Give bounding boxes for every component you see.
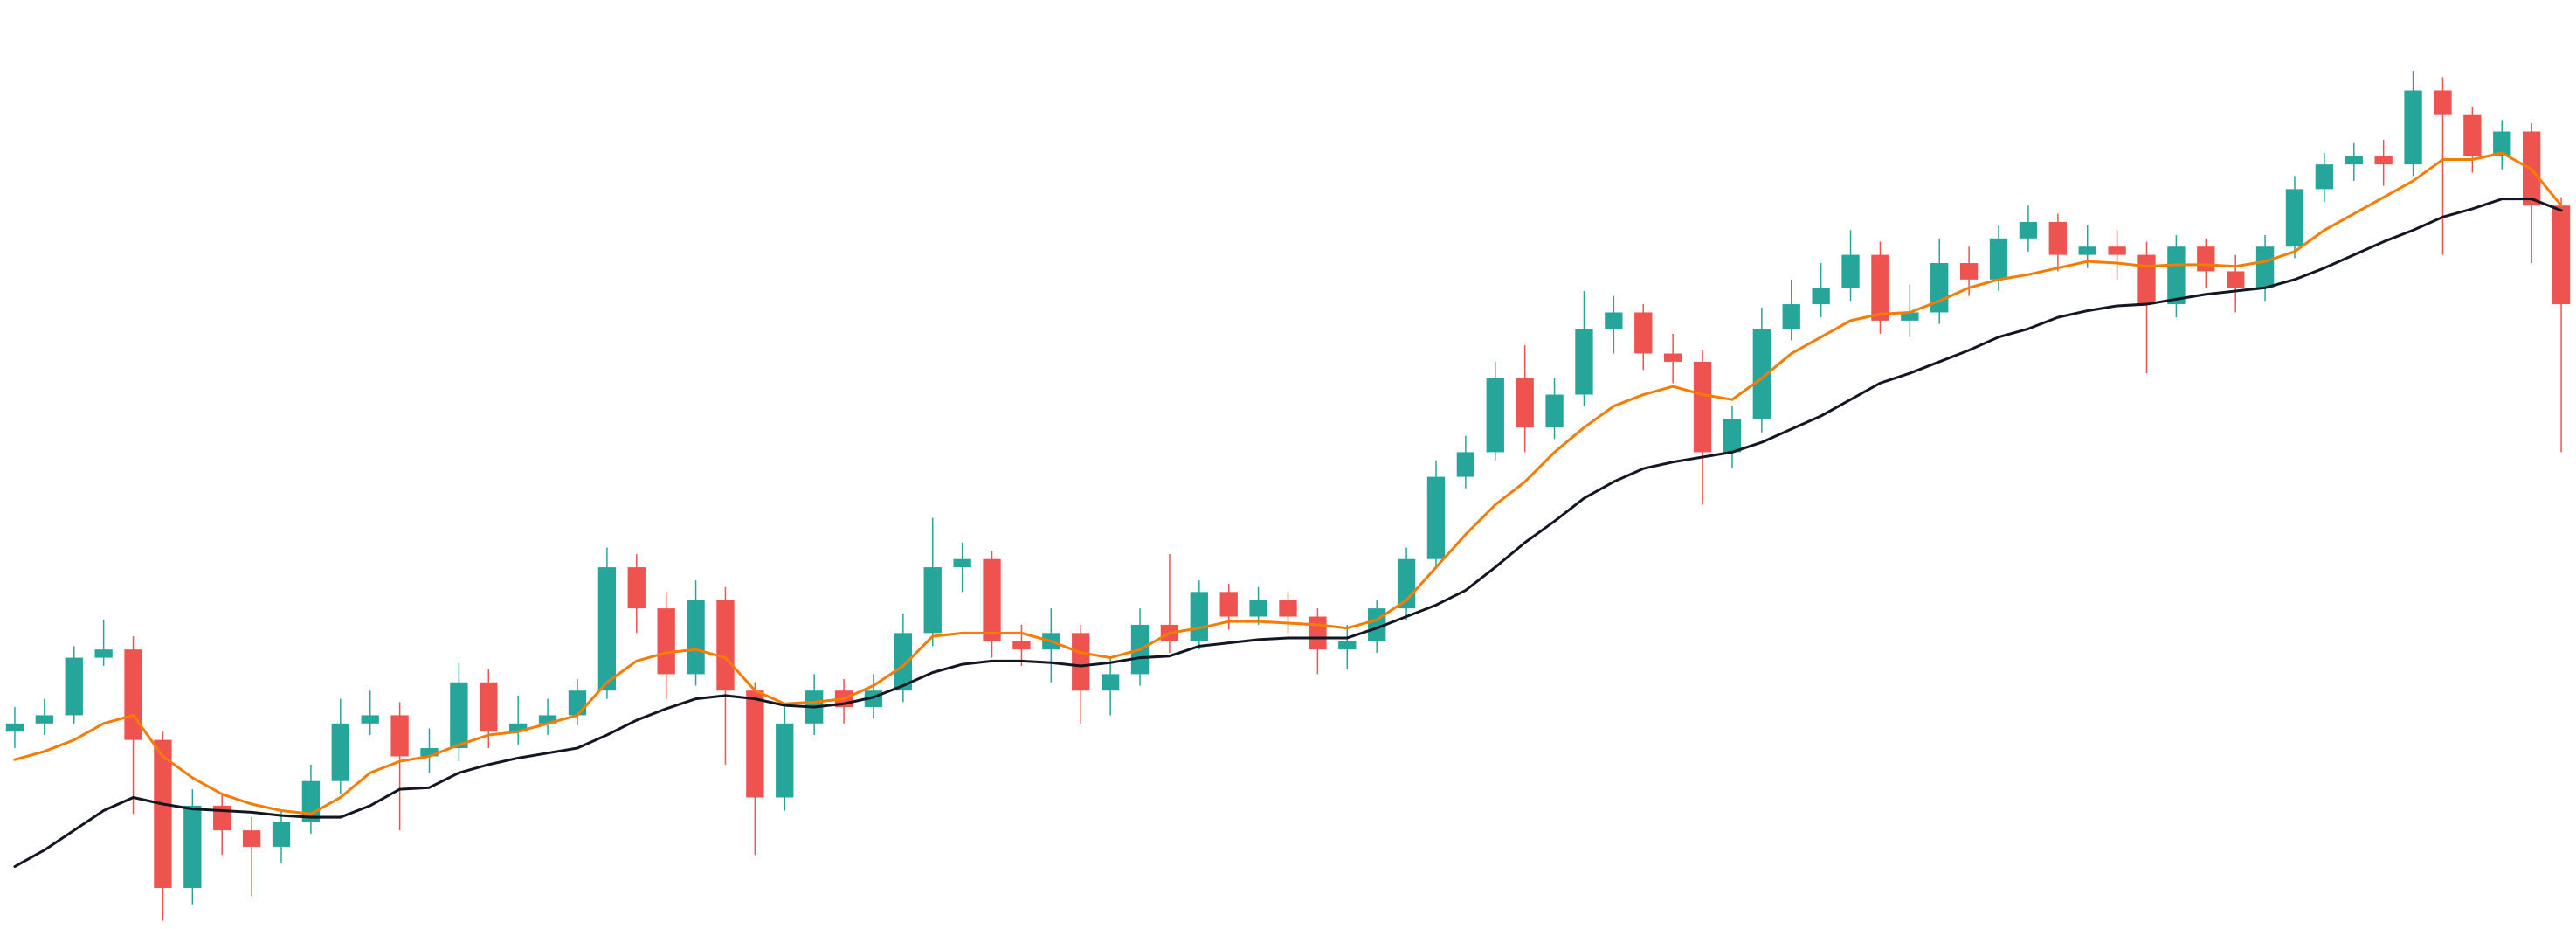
candle-body: [94, 649, 113, 658]
candle-body: [390, 715, 409, 757]
candle-body: [331, 723, 349, 781]
candle-body: [2493, 131, 2511, 156]
candle-body: [1634, 312, 1653, 354]
candle-body: [2374, 156, 2393, 165]
candle-body: [1782, 304, 1800, 329]
candle-body: [1219, 592, 1238, 617]
candle-body: [657, 608, 675, 675]
candle-body: [627, 567, 646, 609]
candle-body: [2197, 246, 2215, 272]
candle-body: [687, 600, 705, 675]
candle-body: [1989, 238, 2008, 280]
candle-body: [1249, 600, 1267, 617]
candle-body: [2048, 221, 2067, 255]
candle-body: [2315, 164, 2334, 190]
candle-body: [1012, 641, 1031, 650]
candle-body: [420, 748, 439, 757]
candle-body: [2285, 189, 2304, 247]
candle-body: [2227, 271, 2245, 288]
moving-average-line: [13, 151, 2563, 815]
candle-body: [2463, 114, 2482, 156]
candle-body: [2019, 221, 2038, 239]
candle-body: [1575, 329, 1593, 395]
candle-body: [1605, 312, 1623, 329]
candle-body: [183, 805, 202, 888]
candle-body: [1693, 361, 1712, 453]
candle-body: [361, 715, 379, 724]
candle-body: [1072, 633, 1090, 691]
candle-body: [2552, 205, 2571, 305]
candle-body: [1279, 600, 1297, 617]
candle-body: [450, 682, 468, 749]
candle-body: [1101, 674, 1120, 691]
candle-body: [1959, 263, 1979, 280]
candle-body: [716, 600, 735, 691]
candle-body: [1426, 476, 1446, 559]
candle-body: [568, 690, 587, 716]
candle-body: [1545, 394, 1564, 428]
candle-body: [1841, 254, 1860, 288]
moving-average-line: [13, 198, 2563, 869]
candle-body: [2137, 254, 2156, 305]
candle-body: [5, 723, 24, 732]
candle-body: [65, 657, 83, 716]
candle-body: [1338, 641, 1357, 650]
candle-body: [2404, 90, 2422, 165]
candle-body: [1752, 329, 1771, 419]
candle-body: [1516, 378, 1534, 428]
candle-body: [2345, 156, 2363, 165]
candle-body: [538, 715, 557, 724]
candle-body: [2434, 90, 2452, 115]
candle-body: [1486, 378, 1504, 453]
candle-body: [953, 558, 971, 568]
candle-body: [1663, 353, 1682, 362]
candle-body: [894, 633, 913, 691]
candle-body: [2255, 246, 2275, 288]
candle-body: [1456, 452, 1475, 477]
candle-body: [1723, 419, 1742, 453]
candle-body: [1901, 312, 1919, 321]
candle-body: [242, 830, 261, 847]
candle-body: [480, 682, 498, 732]
candle-body: [35, 715, 54, 724]
candle-body: [154, 739, 172, 888]
candle-body: [923, 567, 942, 634]
candle-body: [1871, 254, 1889, 321]
candle-body: [1190, 592, 1208, 641]
candle-body: [1309, 616, 1327, 650]
candle-body: [1930, 263, 1949, 313]
candle-body: [2108, 246, 2126, 255]
candle-body: [124, 649, 142, 740]
candle-body: [509, 723, 528, 732]
candle-body: [2078, 246, 2096, 255]
candle-body: [597, 567, 617, 691]
candle-body: [2167, 246, 2186, 305]
candle-body: [776, 723, 794, 798]
candle-body: [1812, 288, 1830, 305]
candle-body: [746, 690, 764, 798]
candle-body: [272, 822, 291, 847]
candle-body: [983, 558, 1001, 641]
